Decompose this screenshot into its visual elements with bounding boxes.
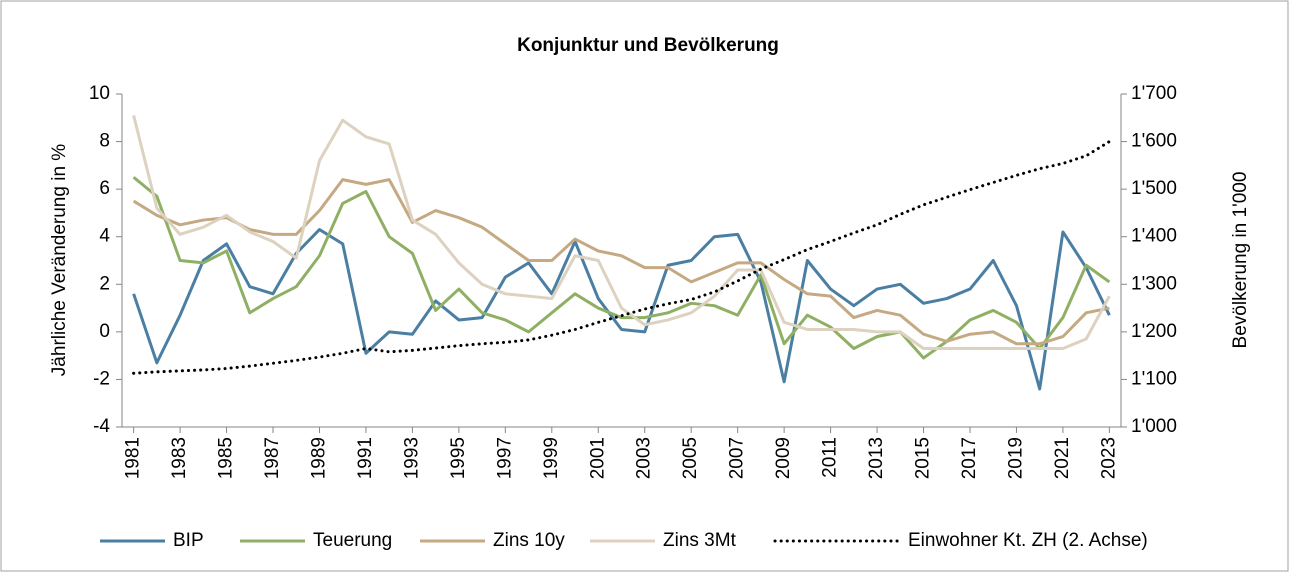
y2-tick-label: 1'600 [1131, 131, 1177, 152]
x-tick-label: 1981 [123, 437, 144, 479]
y-tick-label: 6 [99, 178, 110, 199]
x-tick-label: 1987 [262, 437, 283, 479]
x-tick-label: 2009 [773, 437, 794, 479]
y2-tick-label: 1'200 [1131, 321, 1177, 342]
y2-tick-label: 1'500 [1131, 178, 1177, 199]
x-tick-label: 2007 [727, 437, 748, 479]
x-tick-label: 1993 [401, 437, 422, 479]
x-tick-label: 1985 [216, 437, 237, 479]
y-tick-label: 10 [89, 83, 110, 104]
x-tick-label: 2017 [959, 437, 980, 479]
y2-tick-label: 1'700 [1131, 83, 1177, 104]
x-tick-label: 1995 [448, 437, 469, 479]
y-tick-label: 8 [99, 131, 110, 152]
x-tick-label: 2013 [866, 437, 887, 479]
y2-tick-label: 1'300 [1131, 273, 1177, 294]
x-tick-label: 1989 [308, 437, 329, 479]
legend-label: BIP [173, 530, 204, 551]
x-tick-label: 2001 [587, 437, 608, 479]
x-tick-label: 1997 [494, 437, 515, 479]
x-tick-label: 1983 [169, 437, 190, 479]
x-tick-label: 2003 [634, 437, 655, 479]
y-axis-label: Jährliche Veränderung in % [49, 144, 70, 376]
x-tick-label: 1999 [541, 437, 562, 479]
series-line [132, 178, 1110, 346]
legend-label: Teuerung [313, 530, 392, 551]
y2-tick-label: 1'000 [1131, 416, 1177, 437]
chart-title: Konjunktur und Bevölkerung [517, 35, 779, 56]
series-line [132, 140, 1111, 375]
legend-label: Zins 10y [493, 530, 565, 551]
y-tick-label: 0 [99, 321, 110, 342]
series-line [132, 115, 1111, 351]
y-tick-label: -4 [93, 416, 110, 437]
x-tick-label: 1991 [355, 437, 376, 479]
legend-label: Einwohner Kt. ZH (2. Achse) [908, 530, 1148, 551]
x-tick-label: 2011 [820, 437, 841, 478]
y-tick-label: 4 [99, 226, 110, 247]
legend-label: Zins 3Mt [663, 530, 737, 551]
x-tick-label: 2021 [1052, 437, 1073, 479]
y2-tick-label: 1'400 [1131, 226, 1177, 247]
y2-axis-label: Bevölkerung in 1'000 [1230, 172, 1251, 349]
x-tick-label: 2005 [680, 437, 701, 479]
y-tick-label: -2 [93, 368, 110, 389]
y-tick-label: 2 [99, 273, 110, 294]
x-tick-label: 2023 [1098, 437, 1119, 479]
y2-tick-label: 1'100 [1131, 368, 1177, 389]
x-tick-label: 2019 [1005, 437, 1026, 479]
x-tick-label: 2015 [913, 437, 934, 479]
